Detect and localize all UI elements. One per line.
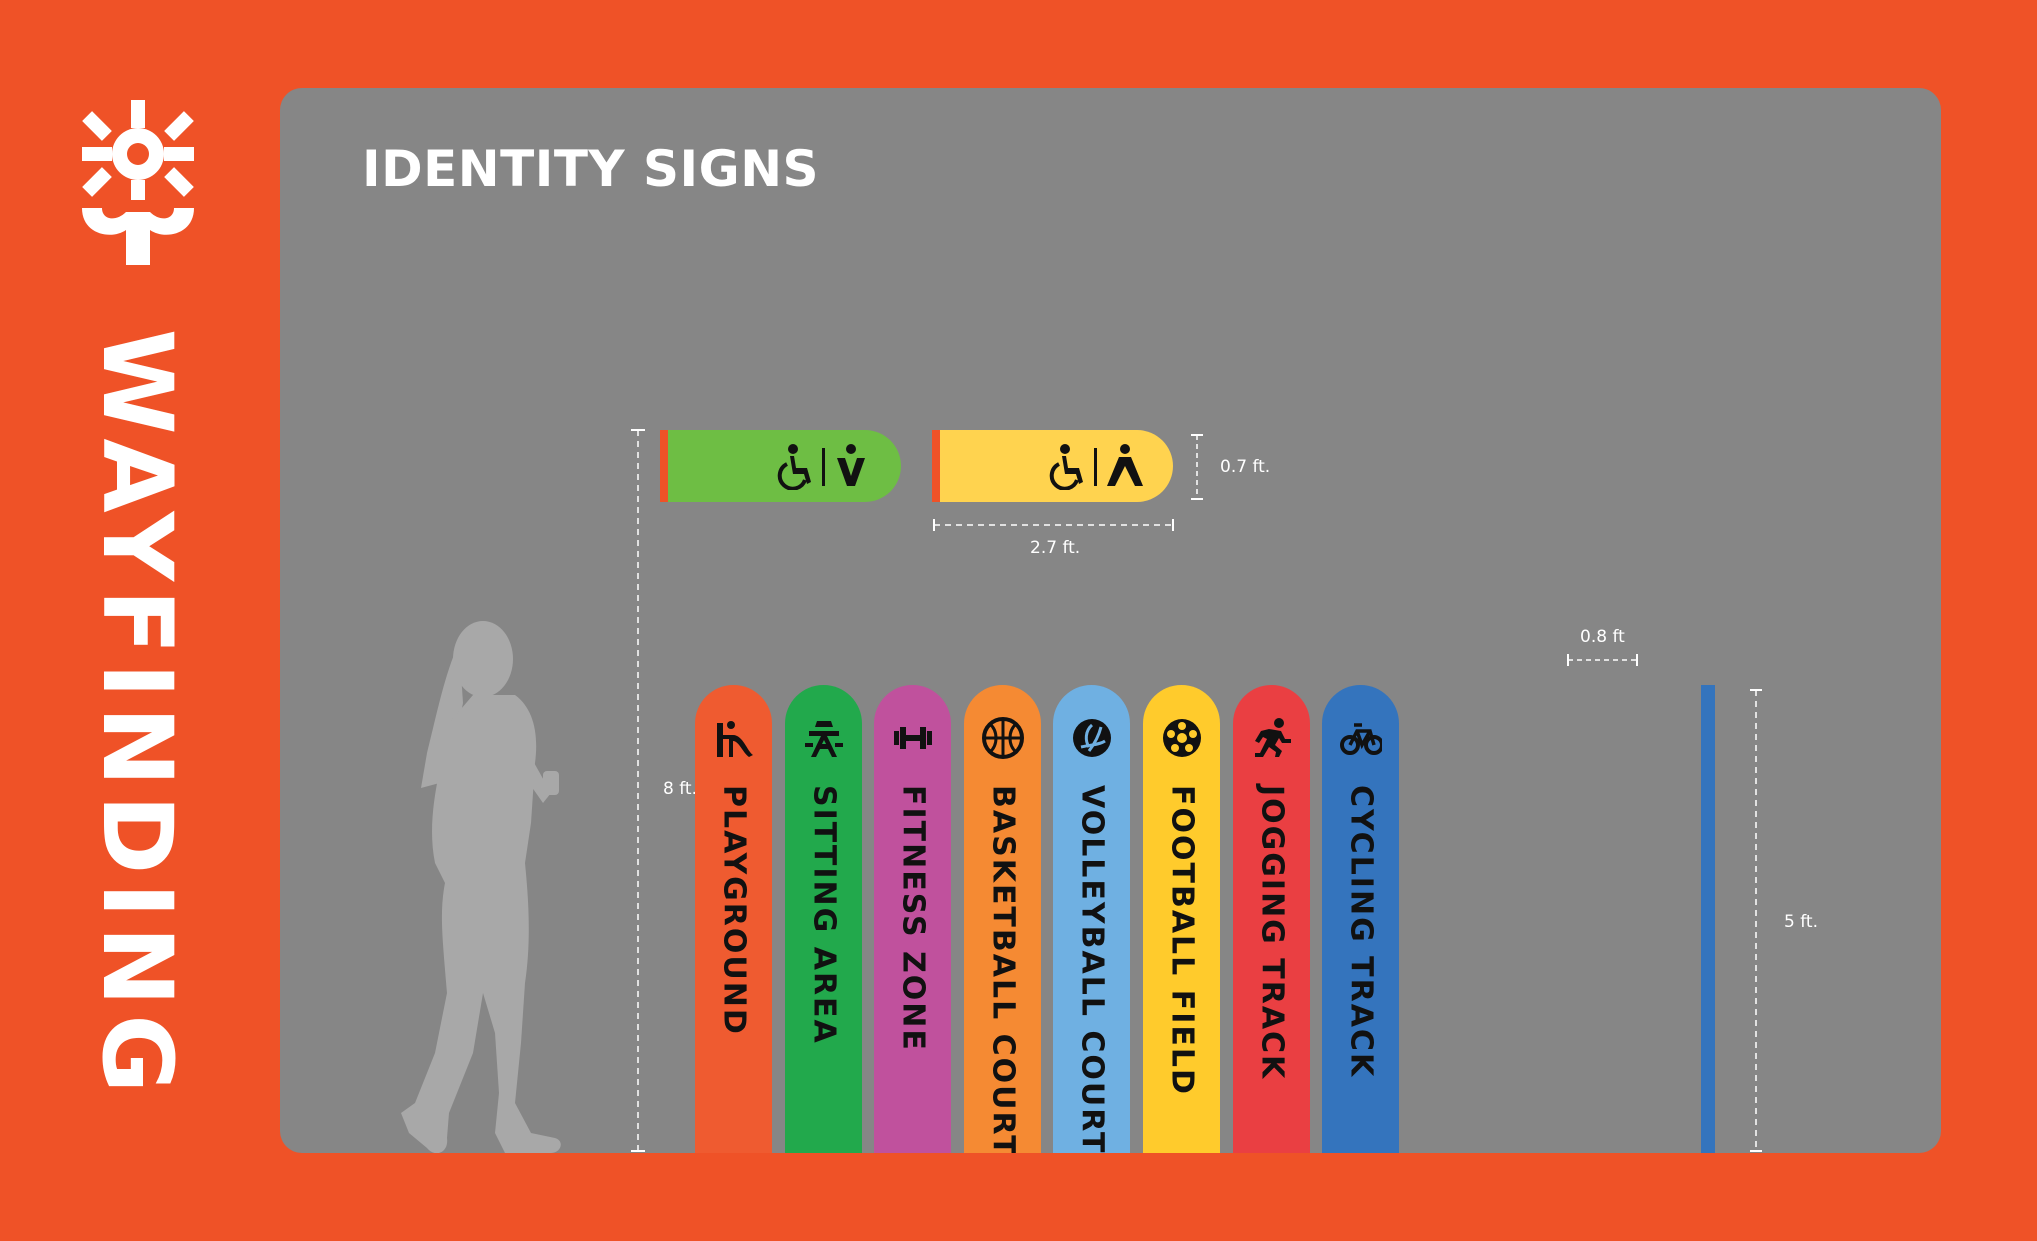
height-dimension-restroom bbox=[1190, 433, 1204, 501]
snowflake-tree-logo-icon bbox=[82, 100, 194, 265]
dim-label-restroom-width: 2.7 ft. bbox=[1030, 540, 1080, 557]
post-label: PLAYGROUND bbox=[719, 785, 749, 1036]
width-dimension-restroom bbox=[932, 518, 1175, 532]
dumbbell-icon bbox=[892, 717, 934, 759]
post-label: FITNESS ZONE bbox=[898, 785, 928, 1052]
restroom-icons bbox=[1047, 442, 1147, 490]
person-silhouette-icon bbox=[355, 613, 585, 1153]
post-label: BASKETBALL COURT bbox=[988, 785, 1018, 1153]
post-sign-basketball-court: BASKETBALL COURT bbox=[964, 685, 1041, 1153]
post-sign-sitting-area: SITTING AREA bbox=[785, 685, 862, 1153]
post-sign-jogging-track: JOGGING TRACK bbox=[1233, 685, 1310, 1153]
width-dimension-post bbox=[1566, 653, 1639, 667]
post-sign-volleyball-court: VOLLEYBALL COURT bbox=[1053, 685, 1130, 1153]
dim-label-post-width: 0.8 ft bbox=[1580, 629, 1625, 646]
dim-label-restroom-height: 0.7 ft. bbox=[1220, 459, 1270, 476]
runner-icon bbox=[1251, 717, 1293, 759]
volleyball-icon bbox=[1071, 717, 1113, 759]
height-dimension-post bbox=[1749, 688, 1763, 1153]
post-sign-fitness-zone: FITNESS ZONE bbox=[874, 685, 951, 1153]
post-sign-football-field: FOOTBALL FIELD bbox=[1143, 685, 1220, 1153]
basketball-icon bbox=[982, 717, 1024, 759]
slide-icon bbox=[713, 717, 755, 759]
identity-signs-panel: IDENTITY SIGNS 8 ft. bbox=[280, 88, 1941, 1153]
football-icon bbox=[1161, 717, 1203, 759]
dim-label-total-height: 8 ft. bbox=[663, 781, 697, 798]
height-dimension-8ft bbox=[630, 426, 646, 1153]
bicycle-icon bbox=[1340, 717, 1382, 759]
picnic-table-icon bbox=[803, 717, 845, 759]
post-label: JOGGING TRACK bbox=[1257, 785, 1287, 1080]
post-sign-playground: PLAYGROUND bbox=[695, 685, 772, 1153]
restroom-icons bbox=[775, 442, 875, 490]
panel-title: IDENTITY SIGNS bbox=[362, 144, 819, 194]
restroom-sign-green bbox=[660, 430, 901, 502]
post-label: FOOTBALL FIELD bbox=[1167, 785, 1197, 1096]
post-sign-cycling-track: CYCLING TRACK bbox=[1322, 685, 1399, 1153]
woman-icon bbox=[1107, 444, 1143, 486]
post-label: SITTING AREA bbox=[809, 785, 839, 1045]
sidebar-title: WAYFINDING bbox=[89, 329, 185, 1101]
post-label: VOLLEYBALL COURT bbox=[1077, 785, 1107, 1153]
restroom-sign-yellow bbox=[932, 430, 1173, 502]
wheelchair-icon bbox=[1052, 444, 1083, 489]
man-icon bbox=[837, 444, 865, 486]
post-label: CYCLING TRACK bbox=[1346, 785, 1376, 1078]
thin-post-side-view bbox=[1701, 685, 1715, 1153]
dim-label-post-height: 5 ft. bbox=[1784, 914, 1818, 931]
wheelchair-icon bbox=[780, 444, 811, 489]
